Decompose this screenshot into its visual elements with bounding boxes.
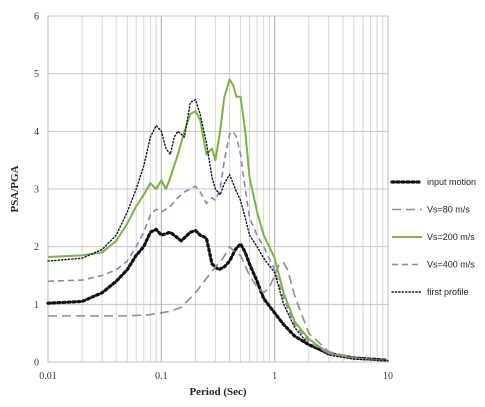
y-tick-label: 2 [34, 242, 39, 253]
series-line-vs-200-m-s [47, 78, 389, 362]
y-tick-label: 6 [34, 12, 39, 23]
tick-labels: 0.01 0.1 1 10 0 1 2 3 4 5 6 [34, 12, 393, 383]
series-layer [46, 78, 390, 362]
x-tick-label: 0.1 [155, 371, 168, 382]
x-tick-label: 1 [272, 371, 277, 382]
legend-label: Vs=200 m/s [427, 232, 475, 242]
grid [47, 15, 389, 363]
y-tick-label: 3 [34, 185, 39, 196]
series-line-vs-80-m-s [48, 245, 389, 362]
y-tick-label: 5 [34, 69, 39, 80]
legend-label: first profile [427, 287, 469, 297]
y-tick-label: 1 [34, 300, 39, 311]
legend-label: Vs=400 m/s [427, 260, 475, 270]
series-line-input-motion [46, 227, 390, 362]
series-line-vs-400-m-s [47, 130, 389, 362]
y-tick-label: 4 [34, 127, 39, 138]
x-tick-label: 10 [383, 371, 393, 382]
y-axis-title: PSA/PGA [9, 165, 21, 212]
series-line-first-profile [47, 98, 389, 362]
legend-label: Vs=80 m/s [427, 205, 470, 215]
x-axis-title: Period (Sec) [189, 386, 246, 398]
y-tick-label: 0 [34, 358, 39, 369]
legend: input motion Vs=80 m/s Vs=200 m/s Vs=400 m/… [390, 177, 476, 297]
legend-label: input motion [427, 177, 476, 187]
x-tick-label: 0.01 [39, 371, 57, 382]
